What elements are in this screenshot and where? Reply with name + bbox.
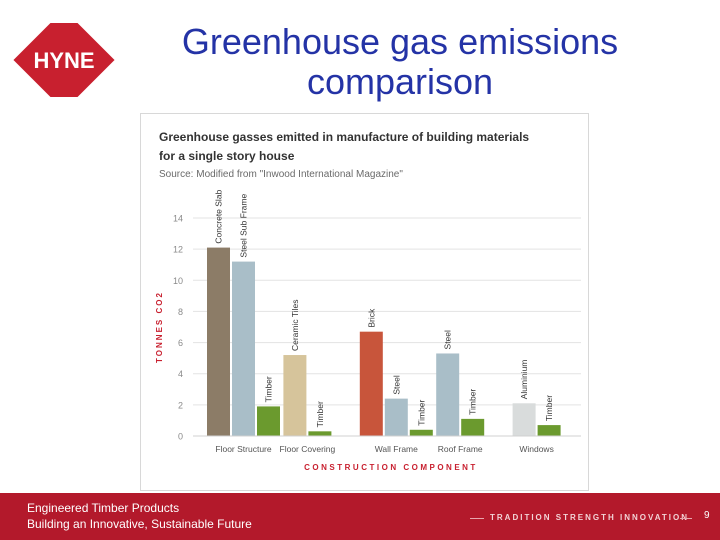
x-category-label: Windows (519, 444, 553, 454)
bar (512, 403, 536, 436)
bar-label: Timber (468, 389, 478, 415)
bar-label: Timber (264, 376, 274, 402)
bar-label: Timber (544, 395, 554, 421)
y-tick-label: 12 (173, 245, 183, 255)
x-category-label: Wall Frame (375, 444, 418, 454)
bar (232, 261, 255, 436)
chart-source: Source: Modified from "Inwood Internatio… (159, 169, 403, 180)
tagline-rule-left (470, 518, 484, 519)
page-number: 9 (704, 510, 710, 521)
bar (384, 398, 408, 436)
y-tick-label: 4 (178, 369, 183, 379)
slide-title-line1: Greenhouse gas emissions (181, 21, 619, 62)
bar (308, 431, 332, 436)
y-tick-label: 8 (178, 307, 183, 317)
footer: Engineered Timber Products Building an I… (0, 493, 720, 540)
logo-text: HYNE (33, 48, 94, 73)
chart-panel: Greenhouse gasses emitted in manufacture… (140, 113, 589, 491)
x-axis-label: CONSTRUCTION COMPONENT (304, 463, 478, 472)
hyne-logo-mark: HYNE (10, 21, 118, 99)
bar-label: Concrete Slab (214, 189, 224, 243)
y-tick-label: 14 (173, 214, 183, 224)
bar (283, 355, 307, 436)
footer-line2: Building an Innovative, Sustainable Futu… (27, 517, 252, 531)
bar (257, 406, 280, 436)
bar (537, 425, 561, 436)
y-tick-label: 6 (178, 338, 183, 348)
y-tick-label: 2 (178, 400, 183, 410)
chart-title: Greenhouse gasses emitted in manufacture… (159, 128, 579, 166)
bar-label: Brick (366, 308, 376, 328)
x-category-label: Floor Covering (280, 444, 336, 454)
bar-chart: 0 2 4 6 8 10 12 14 TONNES CO2 Concrete Slab Steel … (155, 189, 581, 472)
bar-label: Ceramic Tiles (290, 300, 300, 351)
bar-label: Timber (416, 399, 426, 425)
slide-title-line2: comparison (306, 61, 494, 102)
tagline-rule-right (680, 518, 692, 519)
bar-label: Steel (391, 375, 401, 394)
bar-label: Timber (315, 401, 325, 427)
chart-title-line1: Greenhouse gasses emitted in manufacture… (159, 130, 530, 144)
bar (359, 331, 383, 436)
x-category-label: Roof Frame (438, 444, 483, 454)
bar (207, 247, 230, 436)
bar (409, 429, 433, 436)
footer-line1: Engineered Timber Products (27, 501, 180, 515)
bar-label: Steel (443, 330, 453, 349)
x-category-label: Floor Structure (215, 444, 271, 454)
y-tick-label: 10 (173, 276, 183, 286)
slide-title: Greenhouse gas emissions comparison (130, 22, 670, 102)
y-tick-label: 0 (178, 432, 183, 442)
y-axis-label: TONNES CO2 (155, 291, 164, 363)
hyne-logo: HYNE (8, 20, 120, 100)
footer-tagline: TRADITION STRENGTH INNOVATION (490, 513, 690, 522)
chart-title-line2: for a single story house (159, 149, 295, 163)
bar-label: Aluminium (519, 360, 529, 400)
bar (436, 353, 460, 436)
bar-label: Steel Sub Frame (239, 194, 249, 258)
bar (461, 418, 485, 436)
